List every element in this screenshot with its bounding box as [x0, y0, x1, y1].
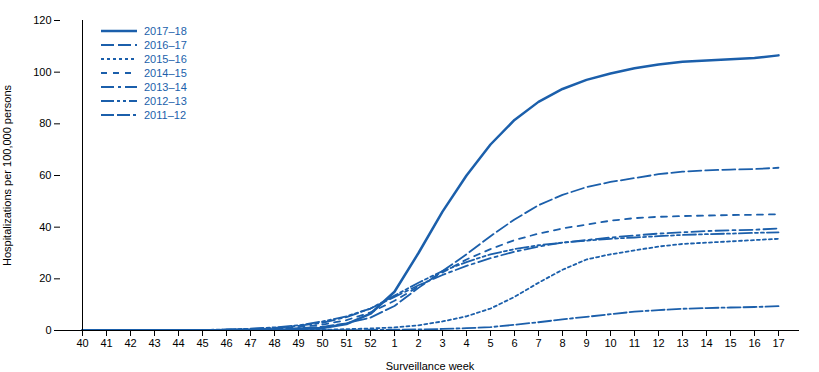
html-text:2011–12: 2011–12 [144, 109, 186, 121]
html-text:2014–15: 2014–15 [144, 67, 187, 79]
svg-text:40: 40 [39, 221, 51, 233]
svg-text:50: 50 [316, 337, 328, 349]
svg-text:Hospitalizations per 100,000 p: Hospitalizations per 100,000 persons [1, 85, 13, 267]
svg-text:100: 100 [33, 66, 51, 78]
svg-text:20: 20 [39, 272, 51, 284]
html-text:2012–13: 2012–13 [144, 95, 187, 107]
svg-text:51: 51 [340, 337, 352, 349]
svg-text:0: 0 [45, 324, 51, 336]
svg-text:40: 40 [76, 337, 88, 349]
svg-text:14: 14 [700, 337, 712, 349]
svg-text:13: 13 [676, 337, 688, 349]
svg-text:2: 2 [415, 337, 421, 349]
svg-text:41: 41 [100, 337, 112, 349]
svg-text:49: 49 [292, 337, 304, 349]
svg-text:60: 60 [39, 169, 51, 181]
svg-text:47: 47 [244, 337, 256, 349]
svg-text:3: 3 [439, 337, 445, 349]
svg-text:10: 10 [604, 337, 616, 349]
html-text:2016–17: 2016–17 [144, 39, 187, 51]
svg-text:48: 48 [268, 337, 280, 349]
svg-text:16: 16 [748, 337, 760, 349]
svg-text:17: 17 [772, 337, 784, 349]
html-text:2017–18: 2017–18 [144, 25, 187, 37]
svg-text:11: 11 [629, 337, 640, 349]
svg-text:80: 80 [39, 117, 51, 129]
svg-text:4: 4 [463, 337, 469, 349]
svg-text:120: 120 [33, 14, 51, 26]
svg-text:12: 12 [652, 337, 664, 349]
html-text:2015–16: 2015–16 [144, 53, 187, 65]
svg-text:15: 15 [724, 337, 736, 349]
svg-text:42: 42 [124, 337, 136, 349]
svg-text:45: 45 [196, 337, 208, 349]
svg-text:46: 46 [220, 337, 232, 349]
svg-text:8: 8 [559, 337, 565, 349]
svg-text:1: 1 [391, 337, 397, 349]
svg-text:7: 7 [535, 337, 541, 349]
svg-text:9: 9 [583, 337, 589, 349]
svg-text:43: 43 [148, 337, 160, 349]
html-text:2013–14: 2013–14 [144, 81, 187, 93]
svg-text:6: 6 [511, 337, 517, 349]
svg-text:Surveillance week: Surveillance week [386, 360, 475, 372]
svg-text:52: 52 [364, 337, 376, 349]
svg-text:5: 5 [487, 337, 493, 349]
svg-text:44: 44 [172, 337, 184, 349]
